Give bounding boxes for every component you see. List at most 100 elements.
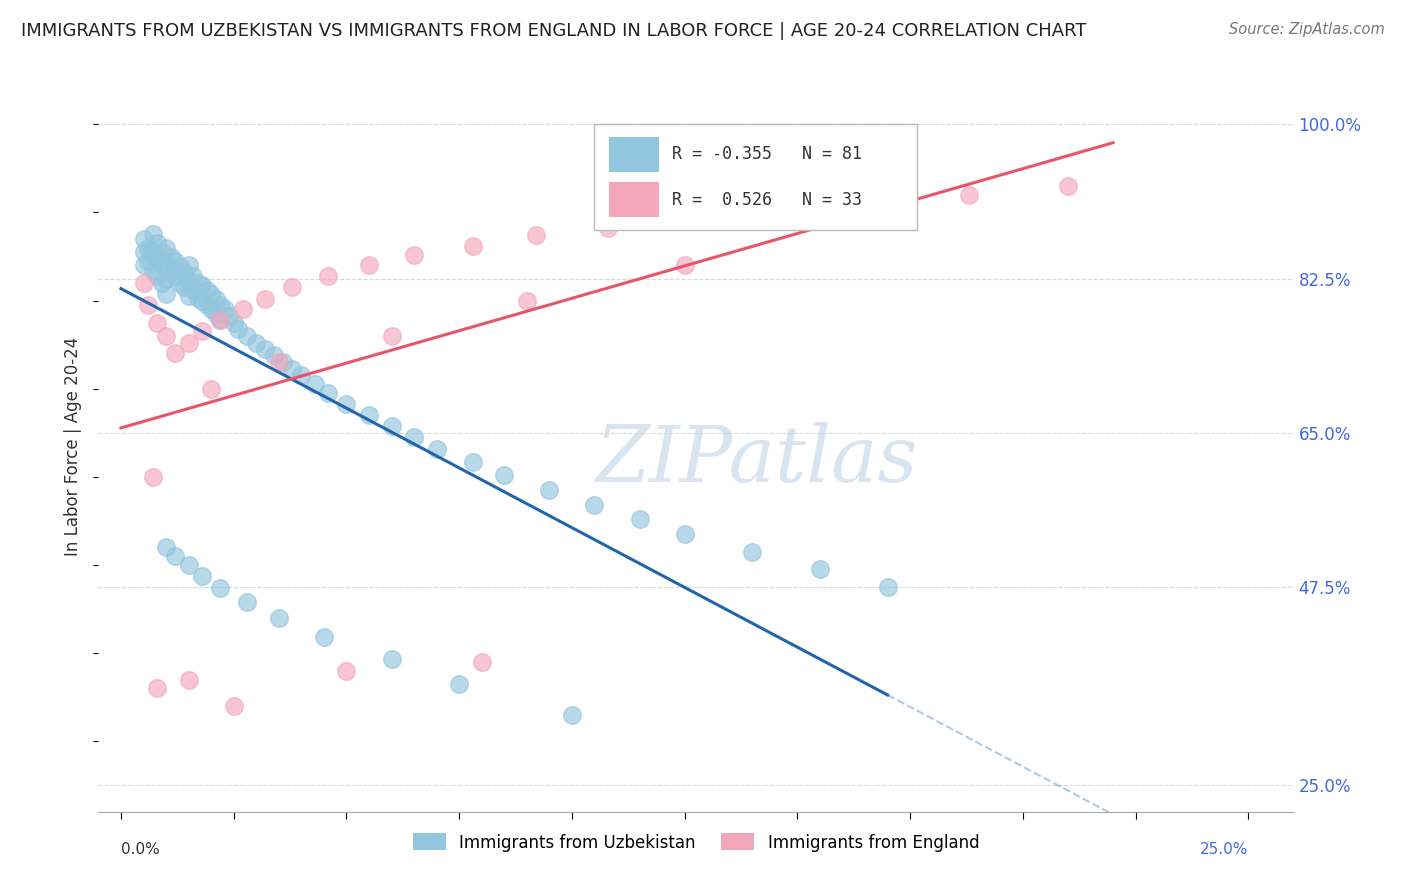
Point xyxy=(254,342,277,356)
Point xyxy=(204,307,226,321)
Point xyxy=(155,286,177,301)
Point xyxy=(146,268,169,283)
Point xyxy=(226,322,249,336)
Text: Source: ZipAtlas.com: Source: ZipAtlas.com xyxy=(1229,22,1385,37)
Point xyxy=(209,313,232,327)
Point xyxy=(177,673,200,687)
FancyBboxPatch shape xyxy=(595,124,917,230)
Point xyxy=(136,298,159,312)
Point xyxy=(155,271,177,285)
Point xyxy=(312,630,335,644)
Point xyxy=(155,241,177,255)
Point xyxy=(141,227,163,242)
Point xyxy=(177,558,200,572)
Point xyxy=(380,329,402,343)
Point xyxy=(218,310,240,324)
Text: 25.0%: 25.0% xyxy=(1201,842,1249,857)
Point xyxy=(132,258,155,272)
Point xyxy=(146,252,169,266)
Point xyxy=(281,280,304,294)
Point xyxy=(853,194,876,209)
Point xyxy=(335,397,357,411)
Point xyxy=(281,362,304,376)
Point xyxy=(159,264,181,278)
Bar xyxy=(609,136,659,172)
Point xyxy=(187,291,209,305)
Point xyxy=(538,483,561,497)
Point xyxy=(561,707,583,722)
Point xyxy=(177,274,200,288)
Point xyxy=(1057,179,1080,194)
Point xyxy=(763,205,786,219)
Point xyxy=(808,562,831,576)
Point xyxy=(449,677,471,691)
Point xyxy=(132,232,155,246)
Point xyxy=(155,329,177,343)
Point xyxy=(165,254,187,268)
Point xyxy=(150,258,173,272)
Point xyxy=(426,442,449,456)
Point xyxy=(494,468,516,483)
Point xyxy=(187,276,209,290)
Y-axis label: In Labor Force | Age 20-24: In Labor Force | Age 20-24 xyxy=(65,336,83,556)
Point xyxy=(165,268,187,283)
Point xyxy=(173,280,195,294)
Point xyxy=(267,611,290,625)
Point xyxy=(583,498,606,512)
Point xyxy=(214,302,236,317)
Point xyxy=(524,228,547,243)
Point xyxy=(232,302,254,317)
Point xyxy=(132,276,155,290)
Legend: Immigrants from Uzbekistan, Immigrants from England: Immigrants from Uzbekistan, Immigrants f… xyxy=(406,827,986,858)
Point xyxy=(236,595,259,609)
Point xyxy=(335,664,357,678)
Point xyxy=(596,221,619,235)
Point xyxy=(222,316,245,330)
Point xyxy=(173,265,195,279)
Point xyxy=(957,187,980,202)
Point xyxy=(318,268,340,283)
Point xyxy=(204,292,226,306)
Point xyxy=(136,241,159,255)
Point xyxy=(195,283,218,297)
Point xyxy=(263,348,285,362)
Text: R = -0.355   N = 81: R = -0.355 N = 81 xyxy=(672,145,862,163)
Point xyxy=(254,292,277,306)
Text: IMMIGRANTS FROM UZBEKISTAN VS IMMIGRANTS FROM ENGLAND IN LABOR FORCE | AGE 20-24: IMMIGRANTS FROM UZBEKISTAN VS IMMIGRANTS… xyxy=(21,22,1087,40)
Point xyxy=(380,418,402,433)
Point xyxy=(191,293,214,308)
Point xyxy=(141,262,163,277)
Point xyxy=(471,655,494,669)
Point xyxy=(876,580,898,594)
Point xyxy=(195,298,218,312)
Point xyxy=(177,289,200,303)
Point xyxy=(146,681,169,696)
Point xyxy=(169,260,191,274)
Point xyxy=(165,346,187,360)
Point xyxy=(461,239,484,253)
Text: R =  0.526   N = 33: R = 0.526 N = 33 xyxy=(672,191,862,209)
Point xyxy=(222,698,245,713)
Point xyxy=(318,386,340,401)
Point xyxy=(141,245,163,260)
Point xyxy=(200,302,222,317)
Point xyxy=(146,316,169,330)
Point xyxy=(357,258,380,272)
Point xyxy=(461,455,484,469)
Point xyxy=(209,298,232,312)
Point xyxy=(200,382,222,396)
Text: 0.0%: 0.0% xyxy=(121,842,160,857)
Point xyxy=(209,313,232,327)
Bar xyxy=(609,183,659,218)
Point xyxy=(290,368,312,383)
Point xyxy=(177,258,200,272)
Point xyxy=(132,245,155,260)
Point xyxy=(150,245,173,260)
Point xyxy=(191,568,214,582)
Point xyxy=(404,430,426,444)
Point xyxy=(628,512,651,526)
Point xyxy=(136,254,159,268)
Point xyxy=(673,214,696,228)
Point xyxy=(236,329,259,343)
Point xyxy=(191,277,214,292)
